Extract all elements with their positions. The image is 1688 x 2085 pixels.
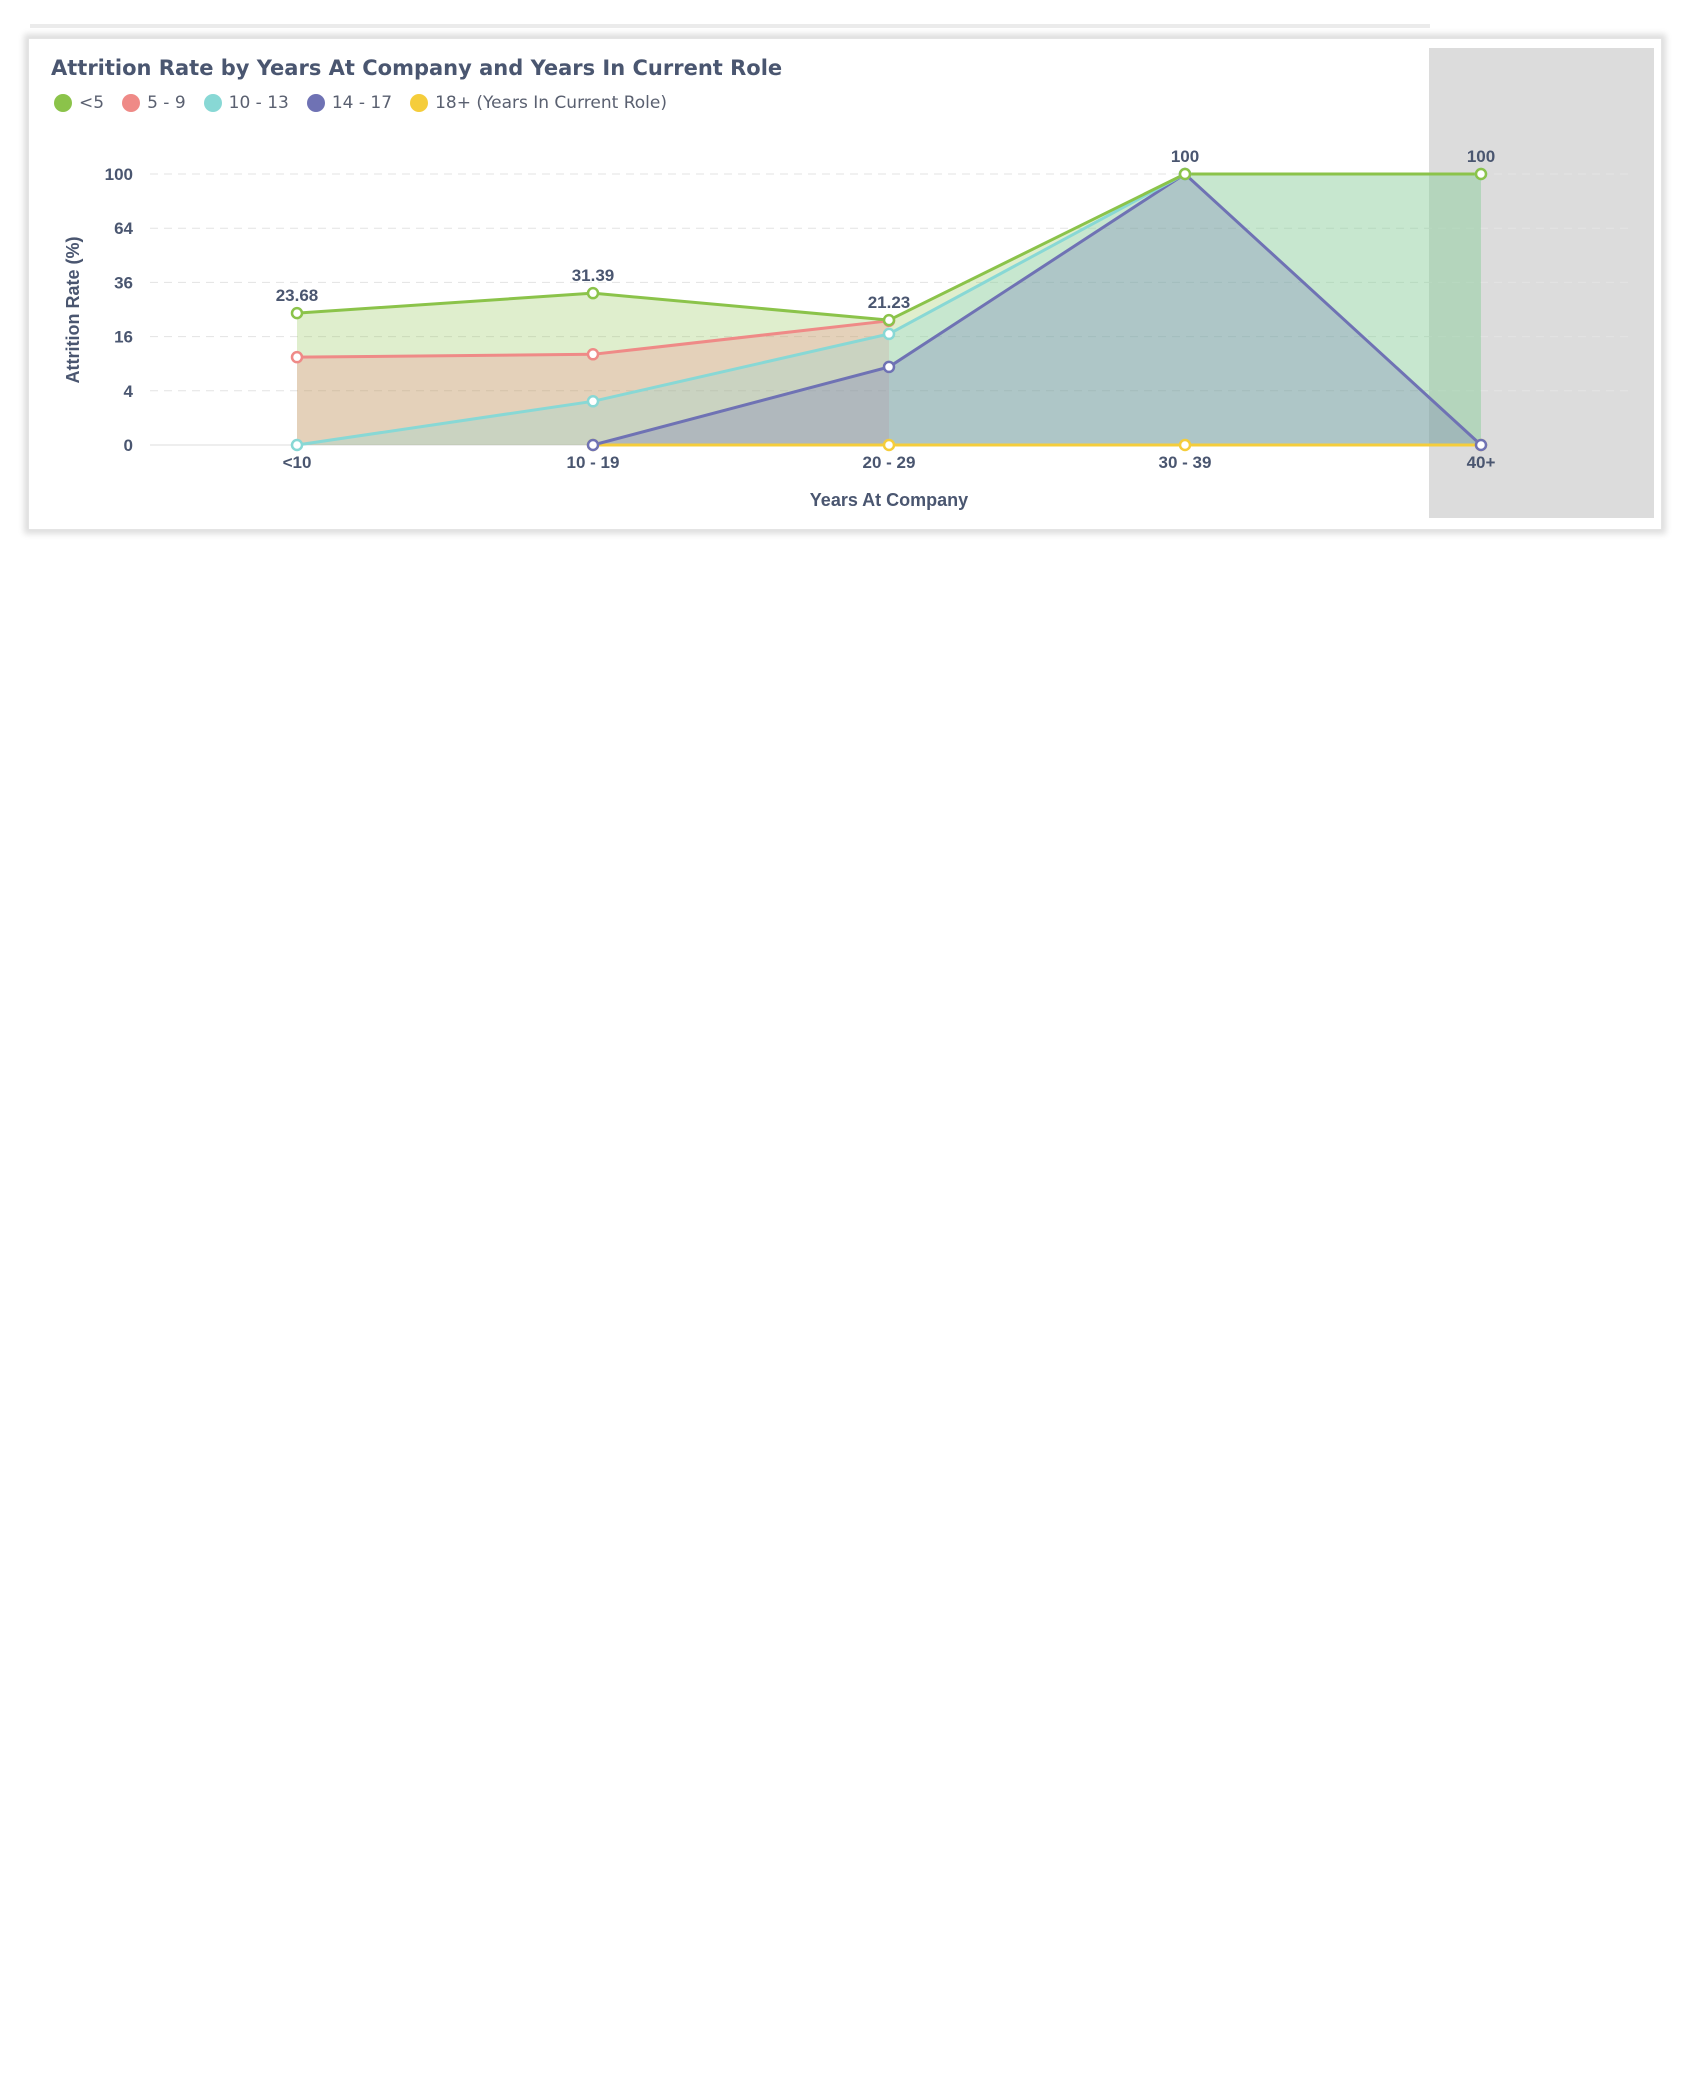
data-label: 100 bbox=[1467, 147, 1495, 166]
legend-item-10-13[interactable]: 10 - 13 bbox=[203, 93, 289, 113]
legend-label: 18+ (Years In Current Role) bbox=[435, 93, 667, 113]
x-tick-label: 20 - 29 bbox=[863, 453, 916, 472]
x-tick-label: <10 bbox=[283, 453, 312, 472]
series-line bbox=[592, 172, 1483, 447]
data-label: 31.39 bbox=[572, 266, 615, 285]
data-label: 100 bbox=[1171, 147, 1199, 166]
legend-label: <5 bbox=[79, 93, 105, 113]
x-tick-label: 40+ bbox=[1467, 453, 1496, 472]
y-axis-title: Attrition Rate (%) bbox=[63, 237, 83, 384]
legend-dot-icon bbox=[306, 94, 325, 112]
y-tick-label: 36 bbox=[114, 273, 133, 292]
selected-category-highlight bbox=[1429, 48, 1654, 518]
y-tick-label: 4 bbox=[124, 382, 134, 401]
chart-svg: 0 4 16 36 64 100 <10 10 - 19 20 - 29 30 - 39 40+ Ye… bbox=[63, 48, 1654, 518]
data-label: 23.68 bbox=[276, 286, 319, 305]
y-tick-label: 100 bbox=[105, 165, 133, 184]
legend-label: 14 - 17 bbox=[331, 93, 393, 113]
legend-item-5-9[interactable]: 5 - 9 bbox=[122, 93, 186, 113]
x-tick-label: 30 - 39 bbox=[1159, 453, 1212, 472]
series-area bbox=[297, 174, 1481, 445]
legend-label: 5 - 9 bbox=[147, 93, 186, 113]
data-point bbox=[586, 438, 600, 452]
x-tick-label: 10 - 19 bbox=[567, 453, 620, 472]
data-point bbox=[586, 395, 600, 408]
chart-legend: <5 5 - 9 10 - 13 14 - 17 18+ (Years In C… bbox=[54, 93, 685, 113]
data-point bbox=[290, 350, 304, 364]
y-tick-label: 0 bbox=[124, 436, 133, 455]
data-point bbox=[882, 313, 896, 327]
legend-dot-icon bbox=[54, 94, 72, 112]
legend-dot-icon bbox=[203, 94, 222, 112]
data-point bbox=[1474, 167, 1488, 181]
x-axis-title: Years At Company bbox=[810, 490, 968, 510]
data-point bbox=[586, 286, 600, 300]
legend-item-14-17[interactable]: 14 - 17 bbox=[306, 93, 393, 113]
legend-label: 10 - 13 bbox=[228, 93, 289, 113]
data-point bbox=[882, 360, 896, 374]
data-point bbox=[586, 348, 600, 361]
data-point bbox=[882, 327, 896, 341]
legend-item-18-plus[interactable]: 18+ (Years In Current Role) bbox=[410, 93, 667, 113]
data-point bbox=[882, 438, 896, 452]
legend-dot-icon bbox=[122, 94, 141, 112]
y-tick-label: 16 bbox=[114, 328, 133, 347]
series-area bbox=[297, 320, 889, 445]
data-label: 21.23 bbox=[868, 293, 911, 312]
data-point bbox=[290, 438, 304, 452]
series-area bbox=[297, 174, 1481, 445]
y-tick-label: 64 bbox=[114, 219, 133, 238]
data-point bbox=[1178, 438, 1192, 452]
data-point bbox=[290, 306, 304, 320]
legend-item-lt5[interactable]: <5 bbox=[54, 93, 104, 113]
chart-title: Attrition Rate by Years At Company and Y… bbox=[51, 56, 783, 80]
legend-dot-icon bbox=[410, 94, 429, 112]
data-point bbox=[1474, 438, 1488, 452]
data-point bbox=[1178, 167, 1192, 181]
top-divider bbox=[30, 24, 1430, 28]
